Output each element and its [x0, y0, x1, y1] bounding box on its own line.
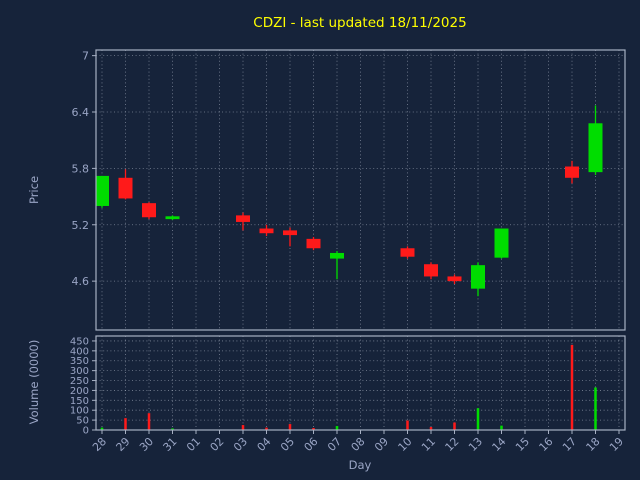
candle-body: [424, 264, 438, 277]
candle-body: [142, 203, 156, 218]
volume-bar: [312, 428, 315, 430]
x-tick-label: 11: [419, 435, 438, 454]
x-tick-label: 18: [584, 435, 603, 454]
x-tick-label: 29: [114, 435, 133, 454]
x-axis-label: Day: [349, 458, 372, 472]
candle-body: [283, 230, 297, 236]
volume-bar: [241, 425, 245, 430]
volume-tick-label: 450: [70, 336, 89, 347]
candle-body: [494, 228, 509, 258]
x-tick-label: 17: [560, 435, 579, 454]
volume-axis-label: Volume (0000): [27, 340, 41, 425]
price-tick-label: 5.2: [72, 219, 90, 232]
volume-tick-label: 100: [70, 406, 89, 417]
x-tick-label: 12: [443, 435, 462, 454]
candle-body: [588, 123, 603, 173]
candle-body: [471, 265, 485, 289]
volume-bar: [265, 427, 268, 430]
price-tick-label: 5.8: [72, 162, 90, 175]
x-tick-label: 01: [184, 435, 203, 454]
candle-body: [306, 238, 321, 249]
volume-tick-label: 350: [70, 356, 89, 367]
volume-bar: [429, 427, 433, 430]
volume-bar: [594, 387, 597, 430]
x-tick-label: 31: [161, 435, 180, 454]
x-tick-label: 28: [90, 435, 109, 454]
volume-tick-label: 300: [70, 366, 89, 377]
x-tick-label: 05: [278, 435, 297, 454]
volume-tick-label: 0: [83, 426, 89, 437]
x-tick-label: 02: [208, 435, 227, 454]
price-plot-border: [95, 49, 626, 331]
candle-body: [165, 216, 180, 220]
x-tick-label: 19: [607, 435, 626, 454]
candle-body: [330, 252, 344, 259]
x-tick-label: 15: [513, 435, 532, 454]
candle-body: [96, 175, 109, 206]
volume-tick-label: 200: [70, 386, 89, 397]
x-tick-label: 08: [349, 435, 368, 454]
x-tick-label: 10: [396, 435, 415, 454]
x-tick-label: 07: [325, 435, 344, 454]
volume-bar: [335, 426, 339, 430]
volume-bar: [171, 428, 174, 430]
price-axis-label: Price: [27, 176, 41, 204]
x-tick-label: 03: [231, 435, 250, 454]
volume-bar: [406, 420, 409, 430]
candle-body: [259, 228, 274, 234]
x-tick-label: 13: [466, 435, 485, 454]
grid-layer: [96, 50, 625, 430]
volume-bar: [570, 344, 574, 430]
volume-bar: [124, 418, 127, 430]
volume-bar: [453, 422, 456, 430]
chart-title: CDZI - last updated 18/11/2025: [253, 15, 466, 31]
price-tick-label: 4.6: [72, 275, 90, 288]
candle-body: [118, 177, 133, 199]
volume-tick-label: 250: [70, 376, 89, 387]
volume-bar: [147, 413, 151, 430]
x-tick-label: 30: [137, 435, 156, 454]
candle-body: [400, 248, 415, 257]
x-tick-label: 14: [490, 435, 509, 454]
candle-layer: [96, 105, 603, 297]
candle-body: [236, 215, 250, 222]
x-tick-label: 09: [372, 435, 391, 454]
volume-bar: [476, 408, 480, 430]
volume-tick-label: 150: [70, 396, 89, 407]
price-tick-label: 6.4: [72, 106, 90, 119]
volume-bar: [500, 425, 503, 430]
volume-tick-label: 50: [76, 416, 89, 427]
volume-bar: [100, 427, 104, 430]
volume-tick-label: 400: [70, 346, 89, 357]
candle-body: [565, 166, 579, 178]
x-tick-label: 06: [302, 435, 321, 454]
x-tick-label: 16: [537, 435, 556, 454]
price-tick-label: 7: [82, 50, 89, 63]
volume-bar: [288, 424, 292, 430]
candle-body: [447, 276, 462, 282]
axis-layer: 76.45.85.24.6450400350300250200150100500…: [70, 49, 626, 454]
x-tick-label: 04: [255, 435, 274, 454]
volume-layer: [100, 344, 597, 430]
